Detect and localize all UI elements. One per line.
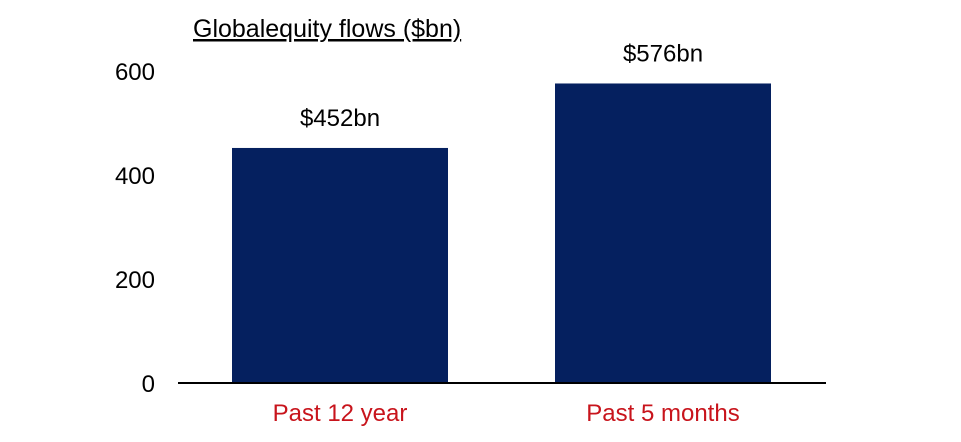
- y-tick-label: 400: [115, 163, 155, 190]
- y-tick-label: 600: [115, 59, 155, 86]
- y-tick-label: 200: [115, 267, 155, 294]
- bar-value-label: $576bn: [623, 40, 703, 67]
- bar-value-label: $452bn: [300, 105, 380, 132]
- data-labels-group: $452bn $576bn: [300, 40, 703, 131]
- chart-title: Globalequity flows ($bn): [193, 15, 461, 43]
- category-label: Past 5 months: [586, 400, 739, 427]
- category-labels-group: Past 12 year Past 5 months: [273, 400, 740, 427]
- bar: [232, 147, 448, 383]
- category-label: Past 12 year: [273, 400, 408, 427]
- y-tick-label: 0: [142, 371, 155, 398]
- y-axis-ticks: 0 200 400 600: [115, 59, 155, 398]
- bar: [555, 83, 771, 383]
- bars-group: [232, 83, 771, 383]
